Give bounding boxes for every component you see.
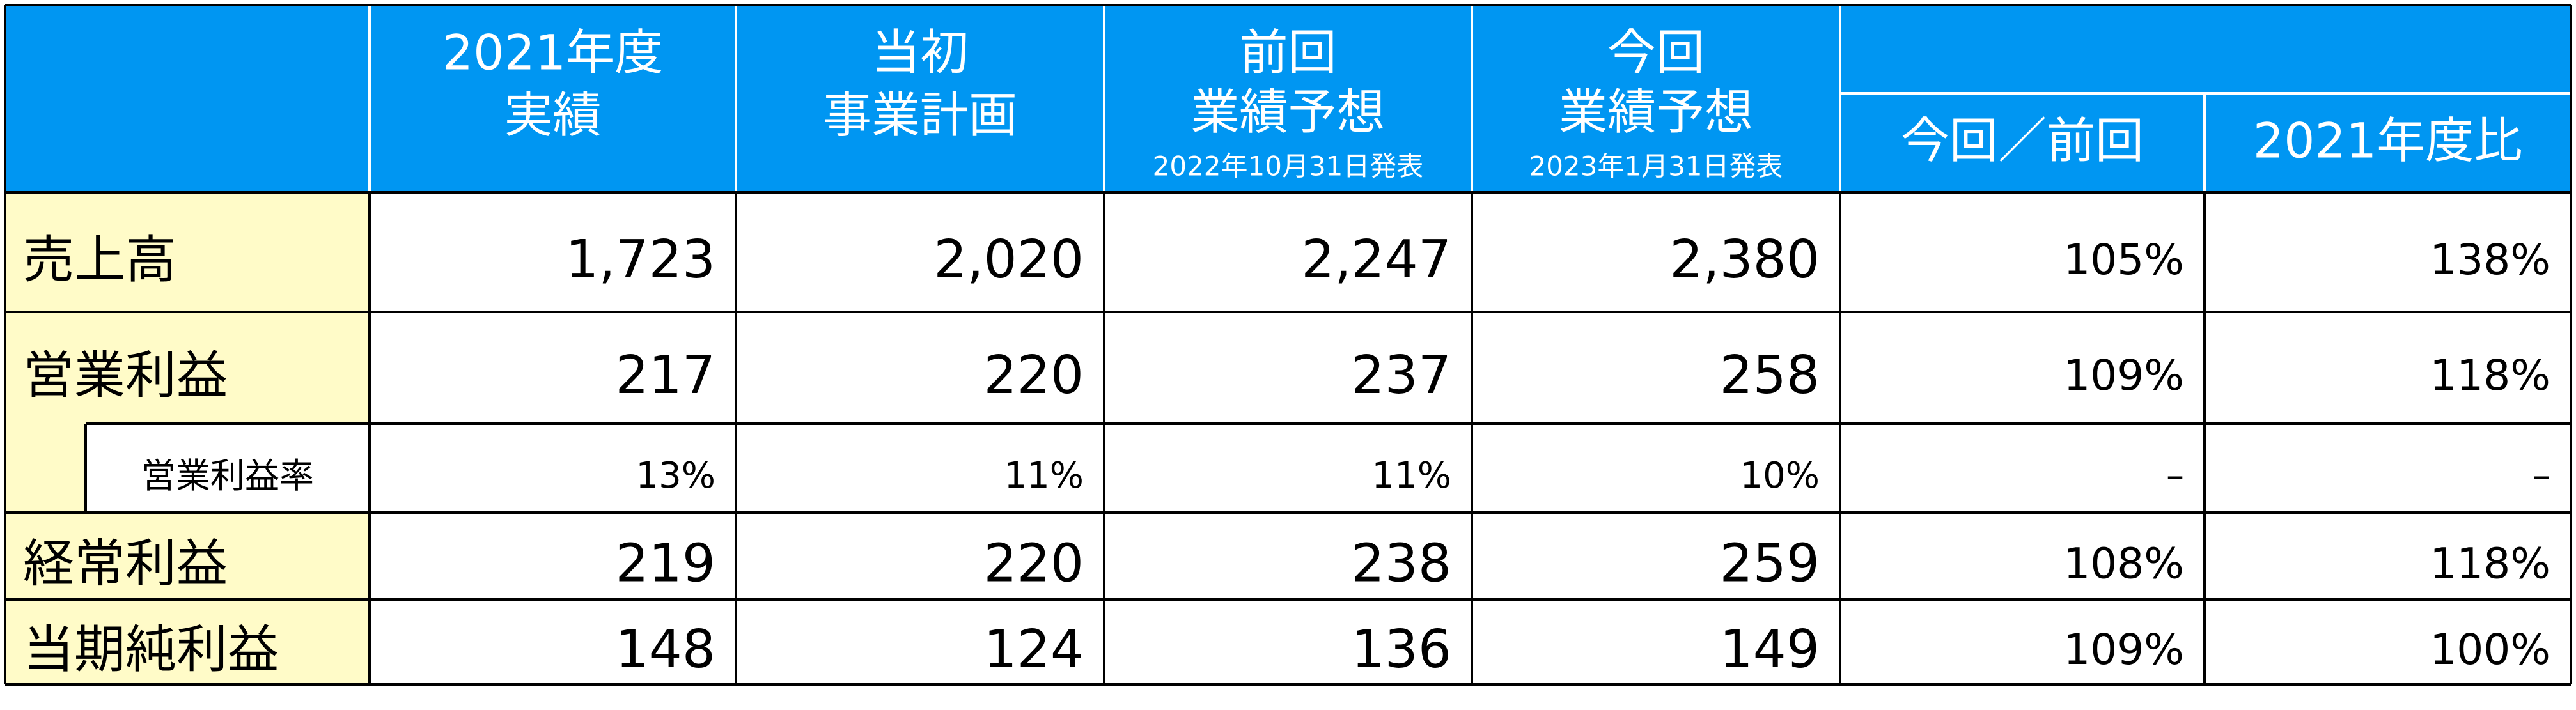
cell-value: 118%	[2430, 539, 2550, 589]
cell-value: 238	[1351, 534, 1451, 594]
cell-value: 259	[1719, 534, 1820, 594]
cell-value: 2,247	[1301, 229, 1451, 290]
row-label: 当期純利益	[23, 620, 279, 679]
cell-value: 217	[615, 345, 715, 406]
cell-value: 136	[1351, 619, 1451, 680]
cell-value: 108%	[2063, 539, 2184, 589]
cell-value: 220	[983, 534, 1084, 594]
column-header: 業績予想	[1191, 84, 1386, 141]
header-bg	[5, 5, 2571, 192]
sublabel-bg	[86, 424, 370, 513]
column-header: 当初	[871, 24, 969, 81]
cell-value: 11%	[1004, 455, 1084, 497]
column-header: 事業計画	[823, 87, 1017, 144]
cell-value: 11%	[1372, 455, 1451, 497]
cell-value: 237	[1351, 345, 1451, 406]
column-header: 2021年度比	[2253, 112, 2522, 169]
column-header: 実績	[504, 87, 602, 144]
cell-value: –	[2533, 455, 2550, 497]
cell-value: 13%	[636, 455, 715, 497]
cell-value: 148	[615, 619, 715, 680]
column-header: 今回／前回	[1901, 112, 2144, 169]
column-header: 業績予想	[1559, 84, 1753, 141]
cell-value: 109%	[2063, 625, 2184, 674]
cell-value: 10%	[1740, 455, 1820, 497]
column-header: 前回	[1240, 24, 1337, 81]
cell-value: 2,020	[933, 229, 1084, 290]
cell-value: 1,723	[565, 229, 715, 290]
cell-value: 219	[615, 534, 715, 594]
row-label: 売上高	[23, 230, 176, 289]
column-header: 今回	[1607, 24, 1705, 81]
column-note: 2022年10月31日発表	[1153, 151, 1424, 182]
cell-value: 149	[1719, 619, 1820, 680]
cell-value: 124	[983, 619, 1084, 680]
cell-value: 258	[1719, 345, 1820, 406]
cell-value: 220	[983, 345, 1084, 406]
row-label: 経常利益	[23, 534, 228, 594]
cell-value: 2,380	[1669, 229, 1820, 290]
cell-value: 109%	[2063, 351, 2184, 400]
cell-value: 105%	[2063, 235, 2184, 284]
cell-value: 138%	[2430, 235, 2550, 284]
cell-value: 118%	[2430, 351, 2550, 400]
cell-value: 100%	[2430, 625, 2550, 674]
column-note: 2023年1月31日発表	[1529, 151, 1783, 182]
row-label: 営業利益	[23, 346, 228, 405]
cell-value: –	[2166, 455, 2184, 497]
column-header: 2021年度	[442, 24, 663, 81]
row-label: 営業利益率	[141, 456, 314, 496]
